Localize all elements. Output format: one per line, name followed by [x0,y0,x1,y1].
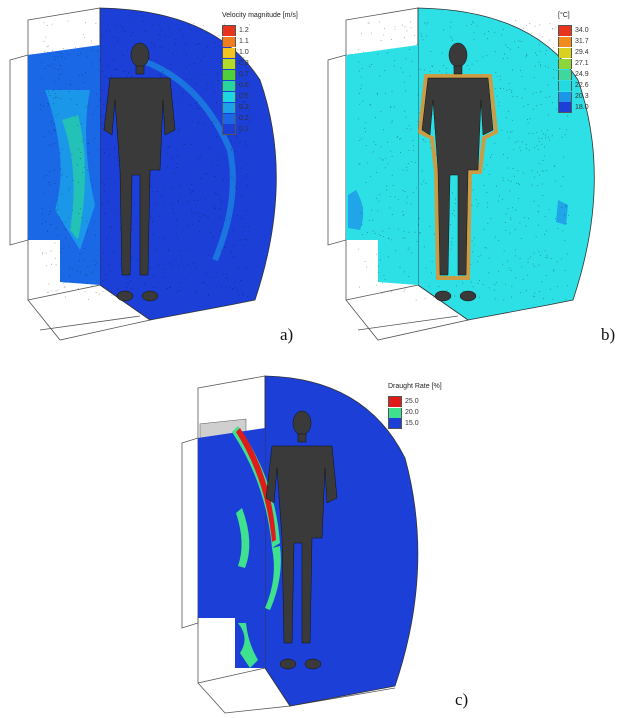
legend-entry: 22.6 [558,80,589,91]
legend-value: 1.1 [239,38,249,45]
warm-halo [417,74,499,280]
legend-swatch [558,102,572,113]
legend-value: 27.1 [575,60,589,67]
panel-velocity: Velocity magnitude [m/s] 1.2 1.1 1.0 0.8 0.7… [0,0,320,355]
panel-label: c) [455,690,469,709]
legend-entry: 25.0 [388,396,442,407]
legend-value: 0.7 [239,71,249,78]
flow-band [139,57,236,262]
legend-swatch [558,25,572,36]
legend-swatch [222,58,236,69]
legend-entry: 24.9 [558,69,589,80]
legend-value: 29.4 [575,49,589,56]
legend-value: 34.0 [575,27,589,34]
flow-core [62,115,85,240]
legend-value: 31.7 [575,38,589,45]
legend-title: Draught Rate [%] [388,383,442,390]
mannequin [265,410,338,670]
legend-scale: 1.2 1.1 1.0 0.8 0.7 0.6 0.5 0.3 0.2 0.1 [222,25,298,135]
legend-entry: 29.4 [558,47,589,58]
legend-swatch [222,91,236,102]
legend-value: 18.0 [575,104,589,111]
cool-region [348,190,364,230]
mannequin [103,42,176,302]
legend-swatch [222,102,236,113]
draught-band-tail [265,546,281,610]
legend-swatch [222,113,236,124]
draught-band-core [236,428,276,542]
legend-swatch [222,80,236,91]
legend-entry: 1.1 [222,36,298,47]
legend-value: 0.6 [239,82,249,89]
legend-swatch [558,58,572,69]
legend-entry: 15.0 [388,418,442,429]
panel-draught-rate: Draught Rate [%] 25.0 20.0 15.0 c) [180,368,468,718]
legend-value: 0.3 [239,104,249,111]
panel-label: b) [601,325,616,344]
legend-entry: 0.8 [222,58,298,69]
draught-floor-zone [238,623,258,668]
legend-scale: 34.0 31.7 29.4 27.1 24.9 22.6 20.3 18.0 [558,25,589,113]
legend-value: 1.2 [239,27,249,34]
legend-title: [°C] [558,12,570,19]
legend-swatch [558,91,572,102]
legend-swatch [222,124,236,135]
legend-entry: 20.3 [558,91,589,102]
wall-section [346,45,418,285]
legend: Draught Rate [%] 25.0 20.0 15.0 [388,383,442,429]
temperature-plot [327,7,595,341]
legend: Velocity magnitude [m/s] 1.2 1.1 1.0 0.8 0.7… [222,12,298,135]
legend-swatch [222,36,236,47]
legend-entry: 0.7 [222,69,298,80]
wall-section [198,428,265,668]
legend-swatch [388,418,402,429]
legend-value: 0.5 [239,93,249,100]
legend-swatch [558,80,572,91]
legend-entry: 1.0 [222,47,298,58]
legend-entry: 0.2 [222,113,298,124]
legend-entry: 0.1 [222,124,298,135]
legend-swatch [558,69,572,80]
draught-pocket [236,508,250,568]
legend-value: 0.2 [239,115,249,122]
legend-entry: 0.6 [222,80,298,91]
legend-value: 0.1 [239,126,249,133]
legend-swatch [388,407,402,418]
legend-scale: 25.0 20.0 15.0 [388,396,442,429]
legend-value: 20.3 [575,93,589,100]
legend-value: 22.6 [575,82,589,89]
draught-band-outer [232,426,280,548]
legend-entry: 0.3 [222,102,298,113]
draught-rate-plot [181,375,419,714]
legend-swatch [222,69,236,80]
legend-entry: 31.7 [558,36,589,47]
legend-title: Velocity magnitude [m/s] [222,12,298,19]
legend-swatch [558,36,572,47]
legend-value: 15.0 [405,420,419,427]
panel-temperature: [°C] 34.0 31.7 29.4 27.1 24.9 22.6 20.3 18.0 b) [318,0,633,355]
mannequin [421,42,494,302]
legend-value: 1.0 [239,49,249,56]
legend-swatch [222,47,236,58]
legend-entry: 0.5 [222,91,298,102]
panel-label: a) [280,325,294,344]
legend: [°C] 34.0 31.7 29.4 27.1 24.9 22.6 20.3 18.0 [558,12,589,113]
cool-region [556,200,568,225]
legend-value: 24.9 [575,71,589,78]
legend-entry: 34.0 [558,25,589,36]
legend-value: 0.8 [239,60,249,67]
legend-value: 20.0 [405,409,419,416]
legend-swatch [558,47,572,58]
legend-value: 25.0 [405,398,419,405]
legend-entry: 20.0 [388,407,442,418]
legend-swatch [388,396,402,407]
legend-swatch [222,25,236,36]
legend-entry: 18.0 [558,102,589,113]
legend-entry: 27.1 [558,58,589,69]
legend-entry: 1.2 [222,25,298,36]
